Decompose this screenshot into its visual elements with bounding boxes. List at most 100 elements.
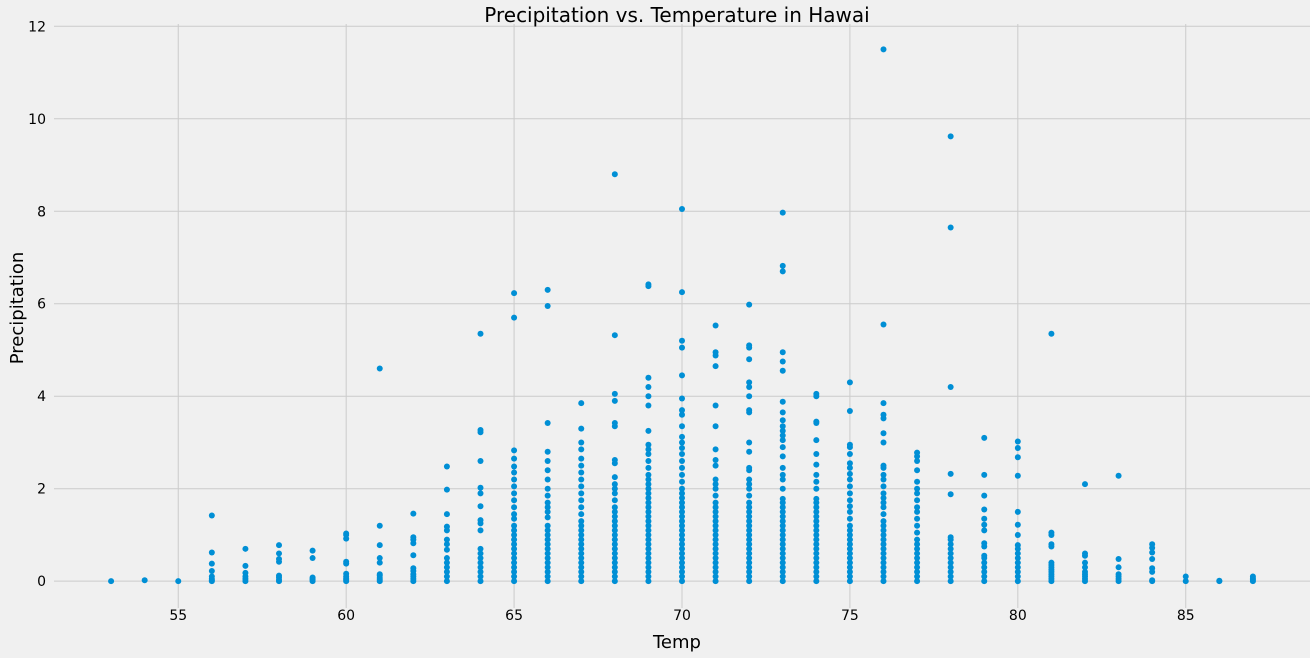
data-point	[679, 531, 685, 538]
data-point	[880, 400, 887, 407]
data-point	[846, 470, 853, 477]
data-point	[712, 545, 719, 552]
data-point	[914, 508, 921, 515]
data-point	[947, 470, 954, 477]
data-point	[712, 541, 719, 548]
data-point	[779, 367, 786, 374]
data-point	[779, 541, 786, 548]
data-point	[645, 494, 652, 501]
data-point	[511, 490, 518, 497]
data-point	[443, 541, 450, 548]
data-point	[880, 564, 887, 571]
data-point	[981, 434, 988, 441]
data-point	[746, 485, 753, 492]
data-point	[544, 559, 551, 566]
data-point	[746, 568, 753, 575]
data-point	[746, 439, 753, 446]
data-point	[679, 205, 685, 212]
data-point	[813, 451, 820, 458]
data-point	[477, 503, 484, 510]
data-point	[276, 542, 283, 549]
data-point	[544, 531, 551, 538]
data-point	[813, 437, 820, 444]
data-point	[645, 281, 652, 288]
data-point	[746, 559, 753, 566]
data-point	[880, 531, 887, 538]
x-axis-label: Temp	[652, 632, 701, 653]
data-point	[578, 446, 585, 453]
data-point	[779, 578, 786, 585]
data-point	[813, 564, 820, 571]
data-point	[511, 290, 518, 297]
x-tick-labels: 55 60 65 70 75 80 85	[169, 608, 1194, 624]
data-point	[376, 542, 383, 549]
data-point	[645, 485, 652, 492]
data-point	[846, 441, 853, 448]
data-point	[578, 483, 585, 490]
data-point	[679, 478, 685, 485]
data-point	[779, 349, 786, 356]
data-point	[746, 342, 753, 349]
data-point	[645, 518, 652, 525]
data-point	[1048, 541, 1055, 548]
data-point	[511, 522, 518, 529]
data-point	[645, 457, 652, 464]
data-point	[779, 555, 786, 562]
data-point	[1115, 564, 1122, 571]
data-point	[477, 564, 484, 571]
data-point	[1182, 578, 1189, 585]
data-point	[1014, 508, 1021, 515]
data-point	[981, 573, 988, 580]
data-point	[1081, 564, 1088, 571]
data-point	[578, 564, 585, 571]
data-point	[611, 397, 618, 404]
y-tick-label: 12	[28, 19, 46, 35]
data-point	[1014, 454, 1021, 461]
data-point	[813, 495, 820, 502]
data-point	[578, 573, 585, 580]
data-point	[846, 503, 853, 510]
data-point	[309, 574, 316, 581]
data-point	[343, 530, 350, 537]
data-point	[578, 476, 585, 483]
data-point	[779, 471, 786, 478]
data-point	[813, 541, 820, 548]
data-point	[679, 564, 685, 571]
data-point	[477, 559, 484, 566]
data-point	[880, 483, 887, 490]
data-point	[443, 546, 450, 553]
data-point	[947, 568, 954, 575]
data-point	[914, 541, 921, 548]
x-tick-label: 80	[1009, 608, 1027, 624]
data-point	[712, 402, 719, 409]
data-point	[679, 395, 685, 402]
data-point	[376, 571, 383, 578]
data-point	[645, 427, 652, 434]
data-point	[679, 536, 685, 543]
data-point	[443, 559, 450, 566]
data-point	[846, 541, 853, 548]
data-point	[746, 527, 753, 534]
data-point	[511, 497, 518, 504]
data-point	[645, 573, 652, 580]
data-point	[645, 476, 652, 483]
data-point	[544, 514, 551, 521]
data-point	[309, 555, 316, 562]
y-tick-label: 0	[37, 574, 46, 590]
data-point	[813, 418, 820, 425]
data-point	[846, 564, 853, 571]
data-point	[544, 550, 551, 557]
data-point	[578, 559, 585, 566]
data-point	[511, 515, 518, 522]
x-tick-label: 85	[1177, 608, 1195, 624]
data-point	[846, 522, 853, 529]
data-point	[679, 289, 685, 296]
data-point	[276, 555, 283, 562]
data-point	[645, 490, 652, 497]
data-point	[376, 555, 383, 562]
data-point	[376, 522, 383, 529]
data-point	[544, 303, 551, 310]
x-tick-label: 70	[673, 608, 691, 624]
data-point	[611, 497, 618, 504]
data-point	[544, 541, 551, 548]
